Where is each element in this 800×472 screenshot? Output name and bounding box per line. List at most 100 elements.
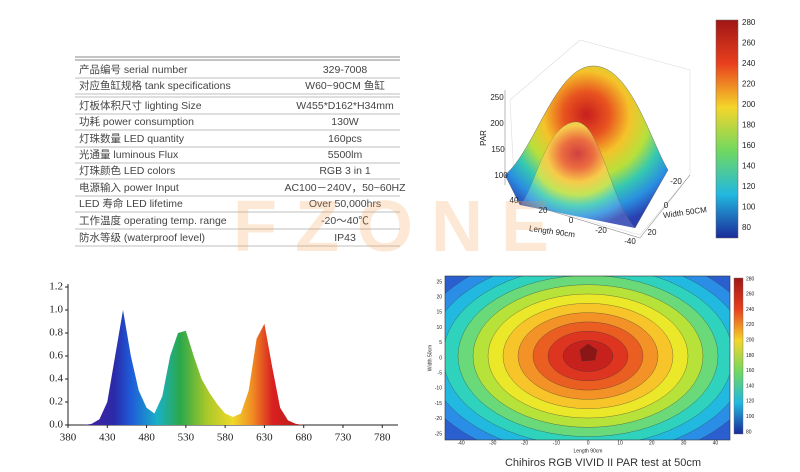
cell-label: 电源输入 power Input <box>79 181 179 194</box>
tick-label: -30 <box>489 440 496 446</box>
cell-value: IP43 <box>334 232 356 244</box>
colorbar-label: 100 <box>746 414 755 420</box>
colorbar-label: 180 <box>746 353 755 359</box>
colorbar-label: 140 <box>746 383 755 389</box>
tick-label: 0 <box>664 201 669 210</box>
x-tick-label: 630 <box>256 432 273 444</box>
tick-label: 40 <box>510 196 519 205</box>
y-tick-label: 1.0 <box>49 304 63 316</box>
x-tick-label: 480 <box>138 432 155 444</box>
y-tick-label: 0.6 <box>49 350 63 362</box>
tick-label: 10 <box>436 325 442 331</box>
colorbar-label: 240 <box>742 59 756 68</box>
tick-label: 20 <box>649 440 655 446</box>
peak <box>579 343 598 362</box>
cell-value: 329-7008 <box>323 64 368 76</box>
colorbar-label: 280 <box>742 18 756 27</box>
cell-label: LED 寿命 LED lifetime <box>79 197 183 210</box>
y-tick-label: 0.8 <box>49 327 63 339</box>
spectrum-area <box>68 310 383 425</box>
tick-label: 30 <box>681 440 687 446</box>
y-tick-label: 0.2 <box>49 396 63 408</box>
colorbar-label: 140 <box>742 162 756 171</box>
axis-label: Length 90cm <box>574 448 603 454</box>
x-tick-label: 780 <box>374 432 391 444</box>
colorbar-label: 220 <box>746 322 755 328</box>
colorbar-label: 160 <box>742 141 756 150</box>
cell-value: AC100－240V，50~60HZ <box>284 182 406 194</box>
tick-label: 10 <box>617 440 623 446</box>
tick-label: 20 <box>648 228 657 237</box>
tick-label: -40 <box>457 440 464 446</box>
cell-label: 灯珠颜色 LED colors <box>79 164 175 177</box>
cell-label: 灯珠数量 LED quantity <box>79 132 185 145</box>
tick-label: 100 <box>494 171 508 180</box>
axis-label: Width 50CM <box>663 205 708 220</box>
tick-label: -40 <box>624 237 636 246</box>
tick-label: -20 <box>670 177 682 186</box>
tick-label: -10 <box>435 386 442 392</box>
colorbar-label: 100 <box>742 203 756 212</box>
colorbar-label: 200 <box>742 100 756 109</box>
cell-value: RGB 3 in 1 <box>319 165 371 177</box>
tick-label: -15 <box>435 401 442 407</box>
caption: Chihiros RGB VIVID II PAR test at 50cm <box>505 457 701 469</box>
cell-label: 灯板体积尺寸 lighting Size <box>79 99 202 112</box>
cell-value: Over 50,000hrs <box>309 198 381 210</box>
cell-label: 工作温度 operating temp. range <box>79 214 227 227</box>
tick-label: -25 <box>435 431 442 437</box>
spectrum-chart: 0.0 0.2 0.4 0.6 0.8 1.0 1.2 380 430 480 530 580 630 6… <box>49 281 398 444</box>
y-tick-label: 1.2 <box>49 281 63 293</box>
x-tick-label: 380 <box>60 432 77 444</box>
colorbar-label: 280 <box>746 276 755 282</box>
colorbar-label: 240 <box>746 307 755 313</box>
tick-label: 0 <box>439 355 442 361</box>
heatmap: -40 -30 -20 -10 0 10 20 30 40 25 20 15 10 5 0 -5 -10 -15 -… <box>427 275 755 469</box>
cell-value: W455*D162*H34mm <box>296 100 394 112</box>
x-tick-label: 580 <box>217 432 234 444</box>
tick-label: -10 <box>553 440 560 446</box>
tick-label: 150 <box>491 145 505 154</box>
x-tick-label: 680 <box>295 432 312 444</box>
tick-label: 0 <box>569 216 574 225</box>
tick-label: 20 <box>436 295 442 301</box>
cell-label: 对应鱼缸规格 tank specifications <box>79 79 231 92</box>
tick-label: 0 <box>587 440 590 446</box>
tick-label: 40 <box>713 440 719 446</box>
y-tick-label: 0.0 <box>49 419 63 431</box>
cell-label: 产品编号 serial number <box>79 63 188 76</box>
x-tick-label: 530 <box>178 432 195 444</box>
colorbar-label: 180 <box>742 121 756 130</box>
x-tick-label: 730 <box>335 432 352 444</box>
colorbar-label: 260 <box>742 39 756 48</box>
cell-label: 防水等级 (waterproof level) <box>79 231 205 244</box>
colorbar-label: 80 <box>742 223 751 232</box>
tick-label: 250 <box>490 93 504 102</box>
colorbar-label: 220 <box>742 80 756 89</box>
y-tick-label: 0.4 <box>49 373 63 385</box>
cell-value: 160pcs <box>328 133 362 145</box>
tick-label: -20 <box>435 416 442 422</box>
watermark: FZONE <box>233 187 567 267</box>
tick-label: 25 <box>436 279 442 285</box>
x-tick-label: 430 <box>99 432 116 444</box>
colorbar-label: 120 <box>742 182 756 191</box>
tick-label: -5 <box>438 371 443 377</box>
axis-label: Width 50cm <box>427 345 433 371</box>
cell-value: 130W <box>331 116 359 128</box>
cell-value: -20～40℃ <box>321 215 369 227</box>
cell-label: 光通量 luminous Flux <box>79 148 179 161</box>
tick-label: 20 <box>539 206 548 215</box>
tick-label: -20 <box>521 440 528 446</box>
colorbar-label: 80 <box>746 429 752 435</box>
tick-label: -20 <box>595 226 607 235</box>
colorbar-label: 160 <box>746 368 755 374</box>
spec-table: 产品编号 serial number 329-7008 对应鱼缸规格 tank sp… <box>75 56 406 247</box>
cell-value: 5500lm <box>328 149 363 161</box>
tick-label: 15 <box>436 310 442 316</box>
tick-label: 5 <box>439 340 442 346</box>
colorbar-label: 200 <box>746 338 755 344</box>
colorbar-label: 260 <box>746 292 755 298</box>
